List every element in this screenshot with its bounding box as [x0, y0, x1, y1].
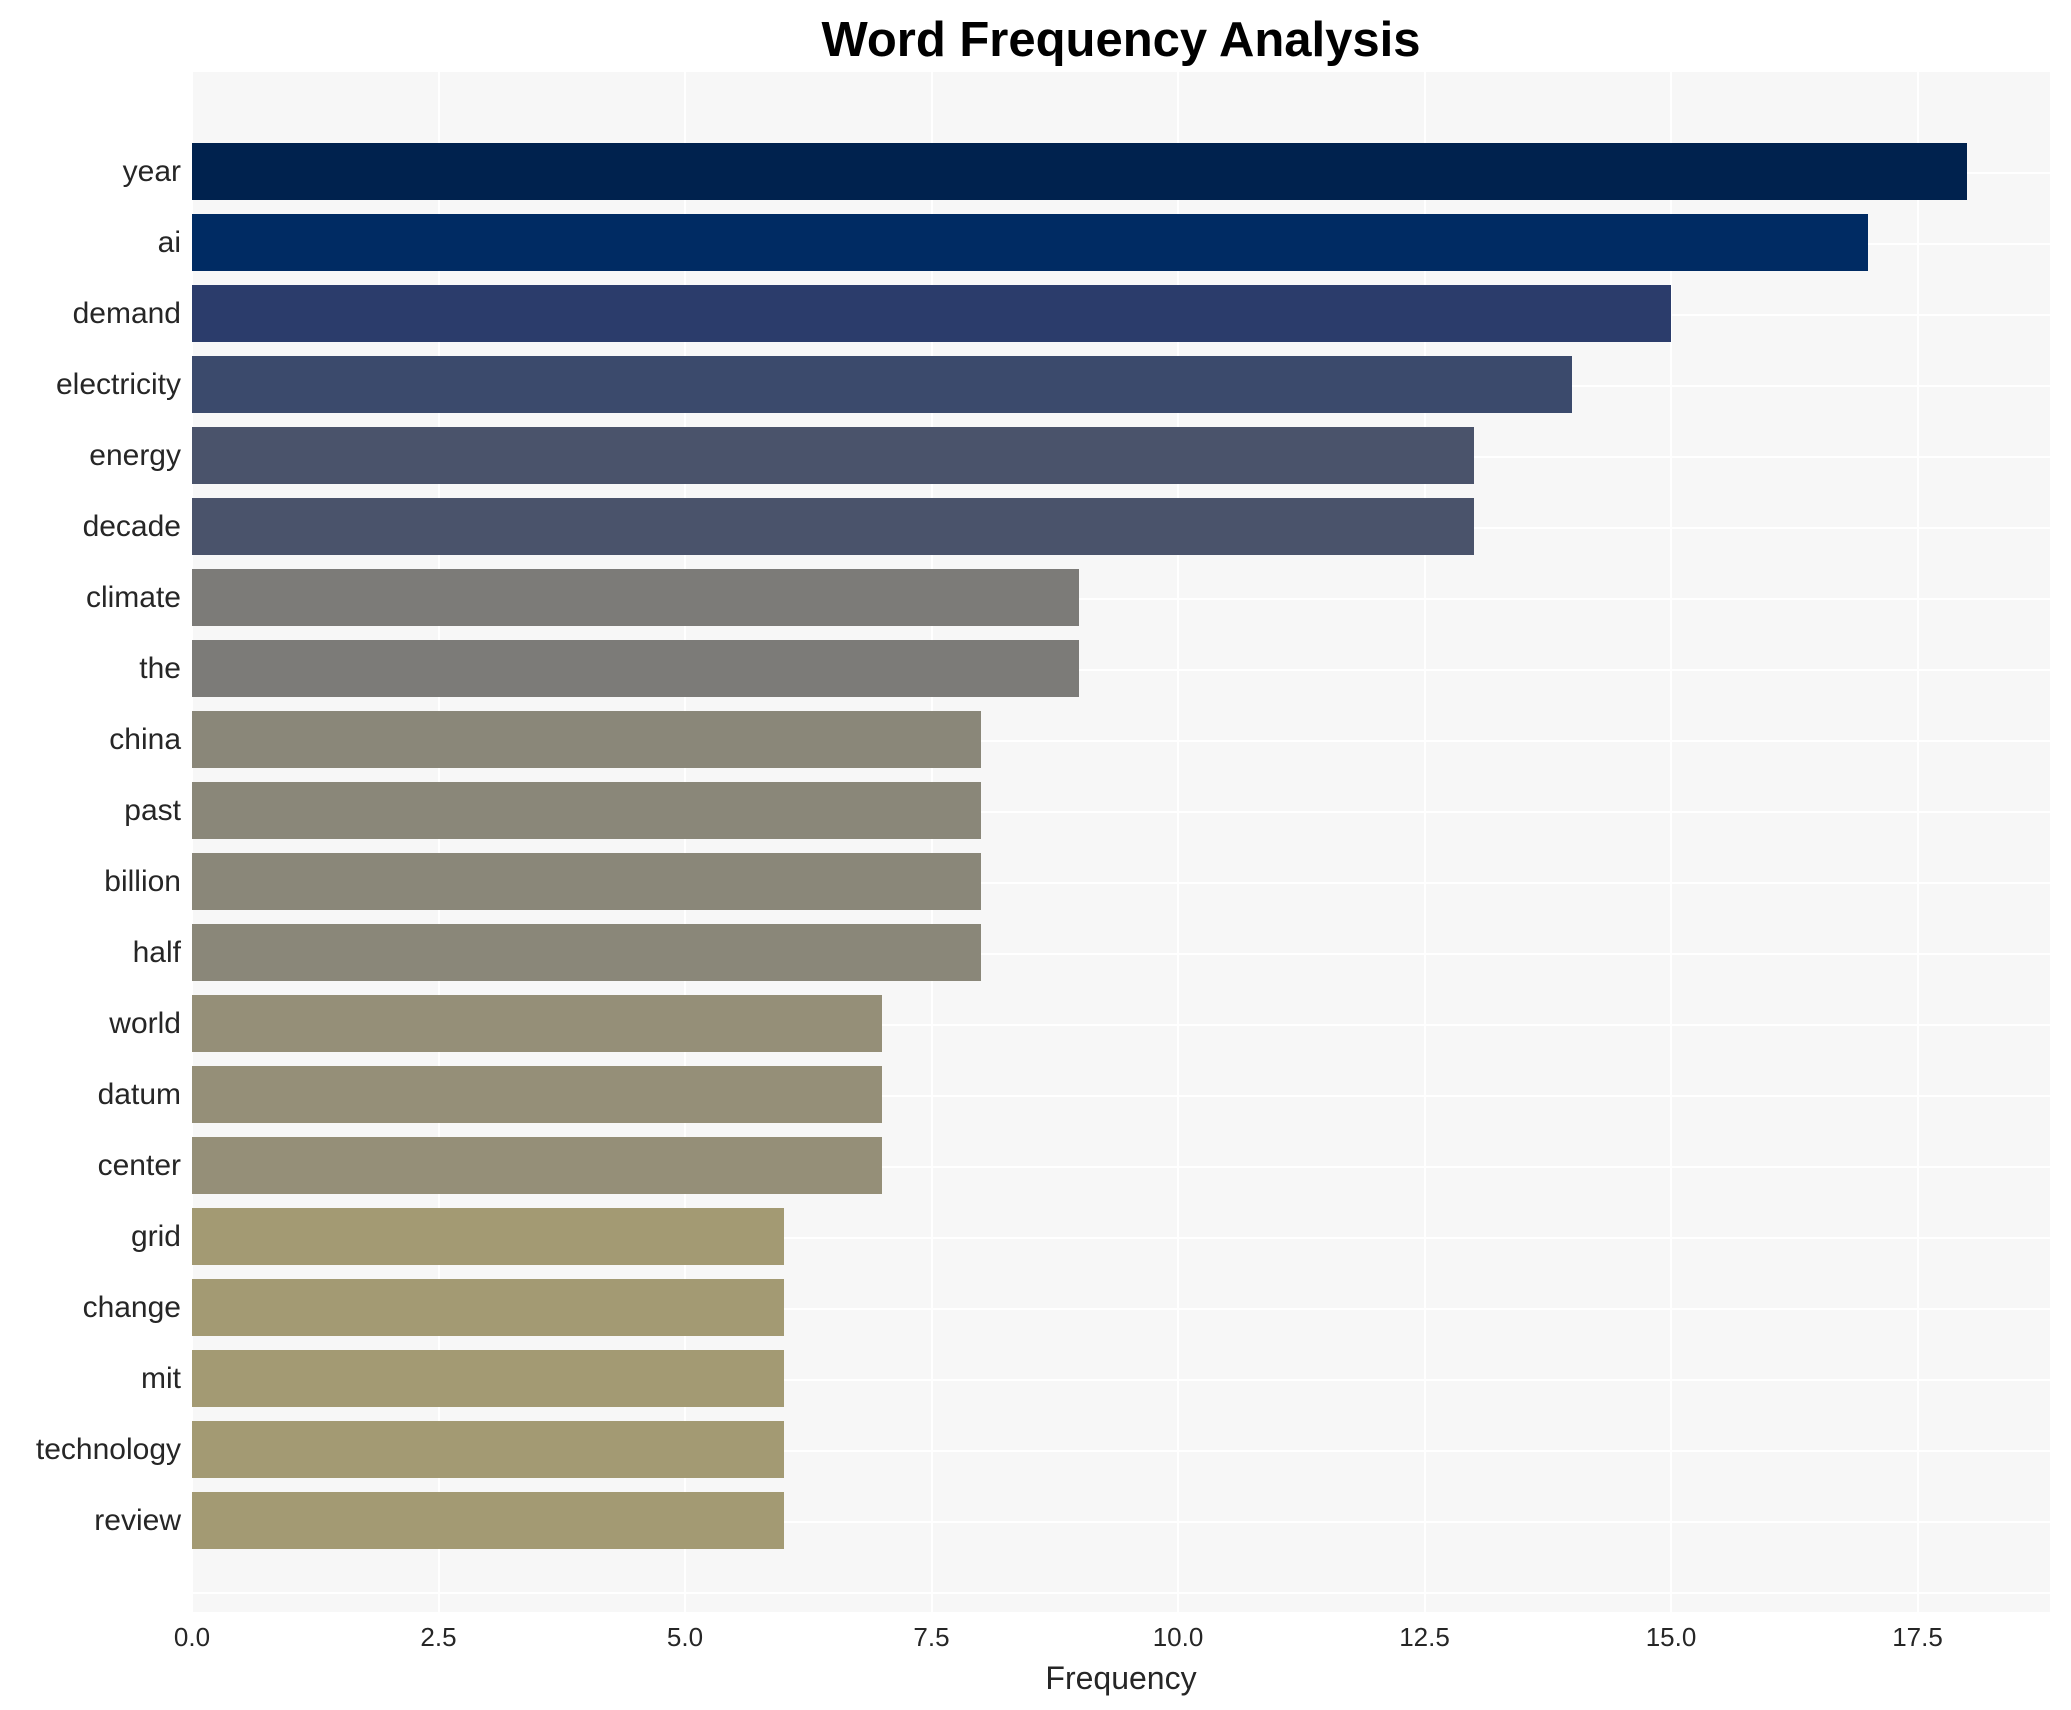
bar-year	[192, 142, 1967, 200]
x-tick-label: 5.0	[666, 1622, 704, 1652]
vertical-gridline	[437, 72, 440, 1612]
bar-world	[192, 994, 883, 1052]
y-tick-label: past	[124, 793, 181, 827]
y-tick-label: change	[82, 1290, 181, 1324]
vertical-gridline	[684, 72, 686, 1612]
x-axis-label: Frequency	[1045, 1660, 1197, 1696]
y-tick-label: year	[122, 154, 181, 188]
bar-billion	[192, 852, 981, 910]
vertical-gridline	[1916, 72, 1919, 1612]
vertical-gridline	[1670, 72, 1672, 1612]
y-tick-label: china	[109, 722, 181, 756]
y-tick-label: technology	[35, 1432, 181, 1466]
y-tick-label: world	[109, 1006, 181, 1040]
horizontal-gridline	[192, 668, 2050, 671]
x-tick-label: 15.0	[1645, 1622, 1697, 1652]
horizontal-gridline	[192, 1449, 2050, 1452]
y-tick-label: decade	[82, 509, 181, 543]
x-tick-label: 7.5	[913, 1622, 950, 1652]
horizontal-gridline	[192, 1378, 2050, 1381]
y-tick-label: datum	[97, 1077, 181, 1111]
y-tick-label: climate	[85, 580, 181, 614]
vertical-gridline	[1177, 72, 1179, 1612]
horizontal-gridline	[192, 597, 2050, 600]
x-tick-label: 17.5	[1892, 1622, 1943, 1652]
horizontal-gridline	[192, 952, 2050, 955]
horizontal-gridline	[192, 810, 2050, 813]
horizontal-gridline	[192, 739, 2050, 742]
horizontal-gridline	[192, 1023, 2050, 1026]
y-tick-label: center	[97, 1148, 181, 1182]
bar-china	[192, 710, 981, 768]
bar-the	[192, 639, 1080, 697]
y-tick-label: demand	[72, 296, 181, 330]
bar-review	[192, 1491, 784, 1549]
bar-demand	[192, 284, 1671, 342]
bar-electricity	[192, 355, 1573, 413]
x-tick-label: 0.0	[173, 1622, 211, 1652]
horizontal-gridline	[192, 1094, 2050, 1097]
bar-ai	[192, 213, 1869, 271]
bar-grid	[192, 1207, 784, 1265]
bar-change	[192, 1278, 784, 1336]
x-tick-label: 2.5	[420, 1622, 457, 1652]
horizontal-gridline	[192, 1591, 2050, 1594]
y-tick-label: electricity	[55, 367, 181, 401]
chart-title: Word Frequency Analysis	[821, 13, 1421, 67]
y-tick-label: grid	[130, 1219, 181, 1253]
y-tick-label: ai	[157, 225, 181, 259]
bar-decade	[192, 497, 1474, 555]
horizontal-gridline	[192, 1236, 2050, 1239]
bar-past	[192, 781, 981, 839]
bar-climate	[192, 568, 1080, 626]
y-tick-label: half	[132, 935, 181, 969]
horizontal-gridline	[192, 1165, 2050, 1168]
y-tick-label: review	[94, 1503, 181, 1537]
y-tick-label: energy	[89, 438, 181, 472]
bar-technology	[192, 1420, 784, 1478]
vertical-gridline	[930, 72, 933, 1612]
x-tick-label: 12.5	[1399, 1622, 1450, 1652]
vertical-gridline	[191, 72, 193, 1612]
bar-center	[192, 1136, 883, 1194]
bar-energy	[192, 426, 1474, 484]
x-tick-label: 10.0	[1152, 1622, 1204, 1652]
horizontal-gridline	[192, 881, 2050, 884]
horizontal-gridline	[192, 1307, 2050, 1310]
y-tick-label: the	[139, 651, 181, 685]
bar-datum	[192, 1065, 883, 1123]
plot-area	[191, 72, 2050, 1612]
bar-mit	[192, 1349, 784, 1407]
y-tick-label: mit	[141, 1361, 181, 1395]
bar-half	[192, 923, 981, 981]
horizontal-gridline	[192, 1520, 2050, 1523]
y-tick-label: billion	[104, 864, 181, 898]
vertical-gridline	[1423, 72, 1426, 1612]
